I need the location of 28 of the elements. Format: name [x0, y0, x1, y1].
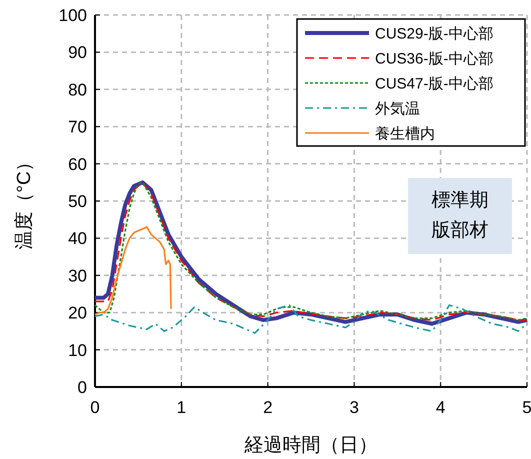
y-tick-label: 90: [68, 43, 87, 62]
y-tick-label: 100: [58, 6, 87, 25]
x-axis-title: 経過時間（日）: [244, 435, 378, 456]
x-tick-label: 0: [90, 398, 100, 417]
line-series: [94, 226, 172, 316]
x-tick-label: 1: [176, 398, 186, 417]
legend-label: 外気温: [375, 100, 420, 118]
y-tick-label: 60: [68, 154, 87, 174]
annotation: 版部材: [432, 219, 488, 241]
y-tick-label: 20: [68, 304, 87, 323]
x-tick-label: 3: [349, 398, 359, 417]
y-tick-label: 0: [78, 378, 87, 397]
line-series: [94, 304, 528, 334]
legend-label: CUS47-版-中心部: [375, 75, 494, 92]
y-tick-label: 30: [68, 266, 87, 286]
x-tick-label: 4: [436, 398, 446, 417]
y-axis-title: 温度（°C）: [13, 152, 35, 250]
y-tick-label: 10: [68, 340, 87, 360]
x-tick-label: 2: [263, 398, 273, 417]
legend-label: CUS36-版-中心部: [375, 50, 494, 68]
annotation: 標準期: [432, 190, 488, 211]
y-tick-label: 50: [68, 192, 87, 211]
y-tick-label: 70: [68, 118, 87, 137]
y-tick-label: 40: [68, 229, 87, 248]
legend-label: 養生槽内: [375, 125, 435, 142]
legend-label: CUS29-版-中心部: [375, 25, 494, 42]
x-tick-label: 5: [522, 398, 531, 417]
y-tick-label: 80: [68, 80, 87, 100]
